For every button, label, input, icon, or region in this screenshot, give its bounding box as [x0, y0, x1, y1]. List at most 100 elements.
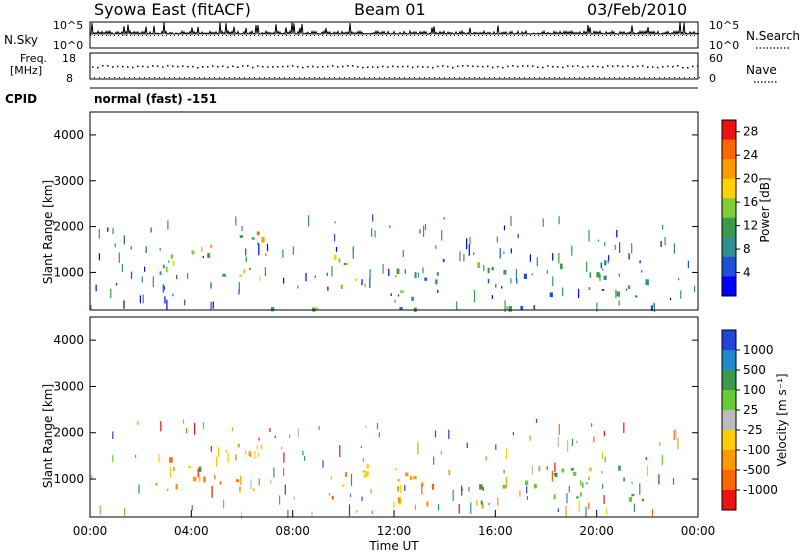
nsearch-dot [618, 35, 619, 36]
range-cell [488, 502, 490, 506]
range-cell [328, 493, 331, 496]
colorbar-swatch [722, 390, 736, 411]
range-cell [419, 229, 421, 234]
range-cell [440, 450, 442, 455]
range-cell [628, 285, 631, 289]
nsearch-dot [538, 35, 539, 36]
freq-dot [617, 65, 619, 67]
nave-dot [514, 77, 515, 78]
range-cell [477, 262, 481, 268]
range-cell [365, 425, 367, 429]
nave-dot [304, 77, 305, 78]
range-cell [607, 260, 609, 264]
x-tick-label: 00:00 [681, 524, 716, 538]
nave-dot [389, 77, 390, 78]
range-cell [520, 305, 524, 310]
range-cell [112, 455, 114, 463]
range-cell [551, 470, 553, 482]
range-cell [346, 262, 349, 266]
range-cell [473, 252, 475, 255]
nave-dot [504, 77, 505, 78]
range-cell [400, 290, 404, 293]
range-cell [496, 236, 498, 243]
nsearch-dot [238, 35, 239, 36]
nsearch-dot [378, 35, 379, 36]
range-cell [203, 476, 206, 483]
range-cell [536, 257, 538, 267]
range-cell [376, 422, 379, 430]
colorbar-swatch [722, 276, 736, 297]
nsearch-dot [598, 35, 599, 36]
range-cell [389, 225, 391, 229]
nave-dot [219, 77, 220, 78]
nsearch-dot [446, 35, 447, 36]
range-cell [526, 486, 528, 494]
freq-dot [592, 65, 594, 67]
freq-dot [392, 65, 394, 68]
nave-dot [259, 77, 260, 78]
range-cell [437, 503, 440, 511]
range-cell [508, 306, 512, 312]
range-cell [491, 266, 494, 271]
nsearch-dot [422, 35, 423, 36]
nave-dot [554, 77, 555, 78]
range-cell [167, 220, 169, 230]
nave-dot [269, 77, 270, 78]
range-cell [619, 242, 621, 253]
nsearch-dot [626, 35, 627, 36]
freq-dot [277, 66, 279, 68]
range-cell [639, 260, 641, 264]
nsearch-dot [134, 35, 135, 36]
range-cell [257, 242, 259, 245]
nsearch-dot [358, 35, 359, 36]
freq-unit: [MHz] [10, 64, 42, 77]
range-cell [235, 454, 237, 461]
range-cell [137, 420, 139, 425]
power-colorbar: 4 8 12 16 20 24 28 [721, 119, 758, 297]
nsearch-dot [206, 35, 207, 36]
range-cell [442, 258, 445, 263]
range-cell [533, 483, 537, 489]
colorbar-swatch [722, 370, 736, 391]
nsearch-dot [382, 35, 383, 36]
range-cell [531, 273, 533, 276]
range-cell [588, 230, 590, 242]
nave-dot [309, 77, 310, 78]
colorbar-swatch [722, 256, 736, 277]
nave-dot [179, 77, 180, 78]
range-cell [606, 508, 608, 515]
freq-dot [97, 66, 99, 69]
nsearch-dot [242, 35, 243, 36]
nsearch-dot [654, 35, 655, 36]
nave-dot [659, 77, 660, 78]
range-cell [187, 273, 189, 280]
freq-dot [517, 65, 519, 68]
range-cell [434, 430, 437, 438]
colorbar-tick-label: 1000 [743, 343, 774, 357]
nave-dot [604, 77, 605, 78]
range-cell [673, 429, 675, 441]
nave-dot [234, 77, 235, 78]
nave-dot [354, 77, 355, 78]
range-cell [231, 427, 233, 432]
freq-dot [547, 65, 549, 67]
range-cell [502, 484, 506, 489]
freq-dot [482, 65, 484, 68]
nave-dot [124, 77, 125, 78]
colorbar-tick-label: 28 [743, 125, 758, 139]
range-cell [588, 476, 590, 480]
nave-dot [199, 77, 200, 78]
nsearch-dot [234, 35, 235, 36]
range-cell [424, 223, 427, 230]
nsearch-dot [458, 35, 459, 36]
range-cell [397, 294, 400, 297]
range-cell [602, 268, 604, 271]
nave-dot [384, 77, 385, 78]
range-cell [678, 277, 680, 281]
plot-title: Syowa East (fitACF) [94, 0, 251, 19]
range-cell [364, 474, 367, 478]
colorbar-swatch [722, 410, 736, 431]
range-cell [616, 229, 618, 238]
range-cell [202, 255, 204, 259]
range-cell [559, 263, 563, 270]
